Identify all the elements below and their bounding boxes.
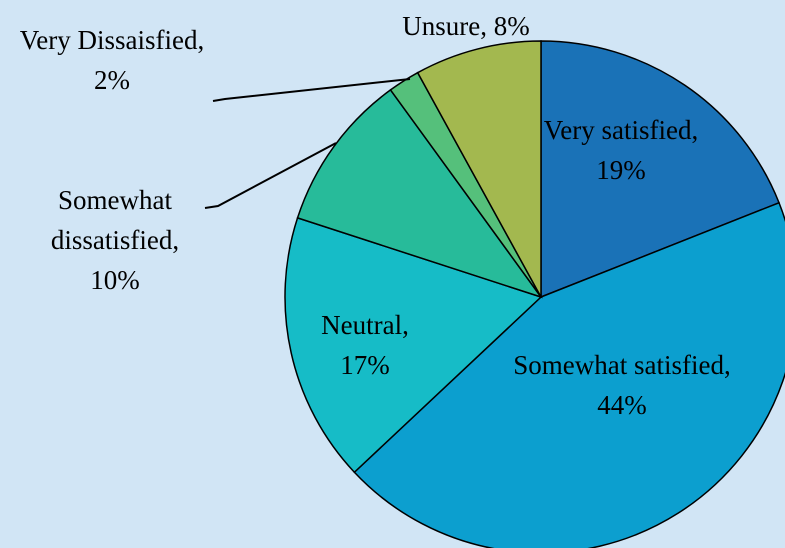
pie-slice [296, 88, 543, 299]
data-label: Unsure, 8% [356, 6, 576, 46]
value-label: 8% [493, 11, 530, 41]
leader-line [204, 142, 337, 209]
data-label: Somewhat dissatisfied, 10% [10, 180, 220, 300]
data-label: Neutral, 17% [285, 305, 445, 385]
category-label: Very satisfied, [543, 115, 699, 145]
category-label: Somewhat dissatisfied, [50, 185, 180, 255]
category-label: Somewhat satisfied, [513, 350, 731, 380]
pie-slice [540, 40, 780, 299]
value-label: 19% [596, 155, 646, 185]
value-label: 44% [597, 390, 647, 420]
category-label: Very Dissaisfied, [19, 25, 205, 55]
value-label: 17% [340, 350, 390, 380]
data-label: Somewhat satisfied, 44% [512, 345, 732, 425]
data-label: Very satisfied, 19% [536, 110, 706, 190]
pie-slice [416, 40, 542, 298]
pie-slice [353, 201, 785, 548]
category-label: Unsure, [402, 11, 487, 41]
value-label: 10% [90, 265, 140, 295]
data-label: Very Dissaisfied, 2% [0, 20, 227, 100]
category-label: Neutral, [321, 310, 409, 340]
leader-line [212, 78, 411, 102]
value-label: 2% [94, 65, 130, 95]
pie-slice [284, 216, 543, 474]
